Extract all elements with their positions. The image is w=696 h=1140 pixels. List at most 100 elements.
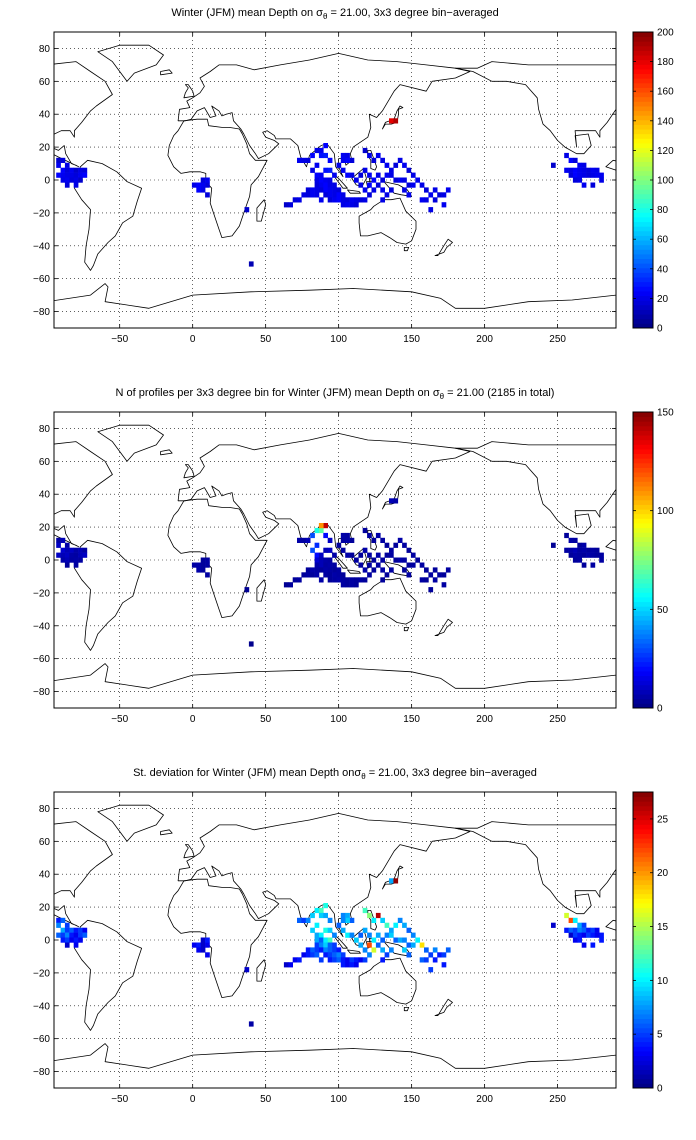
data-bin: [69, 177, 74, 183]
x-tick-label: 250: [549, 334, 566, 345]
data-bin: [327, 927, 333, 933]
y-tick-label: 0: [44, 936, 50, 947]
colorbar-segment: [633, 235, 653, 241]
data-bin: [314, 527, 320, 534]
data-bin: [327, 537, 333, 543]
data-bin: [345, 577, 350, 583]
coastline: [74, 539, 142, 651]
data-bin: [577, 557, 582, 563]
data-bin: [380, 917, 385, 923]
data-bin: [244, 207, 250, 213]
data-bin: [358, 942, 364, 948]
data-bin: [572, 937, 578, 943]
colorbar-tick-label: 140: [657, 116, 674, 127]
data-bin: [340, 927, 346, 933]
data-bin: [69, 552, 74, 558]
data-bin: [318, 523, 324, 529]
data-bin: [428, 967, 434, 973]
data-bin: [371, 557, 377, 563]
colorbar-segment: [633, 78, 653, 84]
data-bin: [318, 177, 324, 183]
data-bin: [419, 577, 425, 583]
colorbar: 0 50 100 150: [632, 408, 674, 715]
colorbar-segment: [633, 249, 653, 255]
data-bin: [314, 922, 320, 928]
data-bin: [599, 177, 604, 183]
data-bin: [564, 152, 569, 159]
data-bin: [599, 557, 604, 563]
coastline: [605, 539, 616, 551]
data-bin: [384, 952, 390, 958]
data-bin: [599, 172, 604, 178]
colorbar-segment: [633, 472, 653, 478]
coastline: [160, 449, 173, 456]
data-bin: [196, 182, 201, 188]
data-bin: [354, 177, 359, 183]
data-bin: [345, 532, 350, 539]
colorbar-segment: [633, 55, 653, 61]
y-tick-label: 60: [39, 77, 51, 88]
panel-title: N of profiles per 3x3 degree bin for Win…: [54, 387, 616, 401]
colorbar-segment: [633, 629, 653, 635]
data-bin: [305, 187, 311, 193]
data-bin: [314, 147, 320, 154]
data-bin: [568, 157, 574, 163]
data-bin: [340, 912, 346, 919]
colorbar-segment: [633, 972, 653, 978]
coastline: [347, 189, 361, 194]
colorbar-segment: [633, 314, 653, 320]
data-bin: [437, 572, 442, 578]
data-bin: [367, 192, 372, 198]
colorbar-segment: [633, 958, 653, 964]
data-bin: [402, 937, 407, 943]
colorbar-segment: [633, 573, 653, 579]
data-bin: [380, 187, 385, 193]
data-bin: [581, 562, 587, 568]
data-bin: [428, 572, 434, 578]
data-bin: [445, 947, 451, 953]
y-tick-label: 40: [39, 110, 51, 121]
coastline: [160, 829, 173, 836]
data-bin: [572, 172, 578, 178]
data-bin: [327, 192, 333, 198]
colorbar-segment: [633, 69, 653, 75]
data-bin: [362, 167, 368, 173]
data-bin: [380, 577, 385, 583]
data-bin: [205, 952, 210, 958]
data-bin: [345, 957, 350, 963]
plot-area: [54, 792, 616, 1088]
title-text-end: = 21.00, 3x3 degree bin−averaged: [365, 767, 537, 779]
colorbar-segment: [633, 189, 653, 195]
data-bins: [56, 878, 604, 1027]
data-bin: [564, 927, 569, 933]
data-bin: [205, 562, 210, 568]
colorbar-tick-label: 10: [657, 976, 669, 987]
colorbar-tick-label: 60: [657, 235, 669, 246]
data-bin: [340, 532, 346, 539]
data-bin: [305, 567, 311, 573]
data-bin: [82, 167, 88, 173]
data-bin: [297, 957, 302, 963]
colorbar-segment: [633, 267, 653, 273]
x-tick-label: 200: [476, 714, 493, 725]
data-bin: [327, 182, 333, 188]
colorbar-segment: [633, 912, 653, 918]
data-bin: [327, 167, 333, 173]
colorbar-segment: [633, 967, 653, 973]
data-bin: [314, 952, 320, 958]
colorbar-segment: [633, 634, 653, 640]
data-bin: [349, 552, 355, 558]
data-bin: [327, 942, 333, 948]
data-bin: [332, 562, 337, 568]
data-bin: [73, 552, 79, 558]
y-tick-label: −20: [33, 968, 50, 979]
colorbar-tick-label: 100: [657, 506, 674, 517]
data-bin: [64, 167, 70, 173]
data-bin: [292, 197, 298, 203]
data-bin: [200, 567, 206, 573]
data-bin: [581, 172, 587, 178]
data-bin: [389, 878, 394, 884]
data-bin: [318, 947, 324, 953]
data-bin: [323, 187, 328, 193]
title-subscript: θ: [361, 772, 366, 782]
